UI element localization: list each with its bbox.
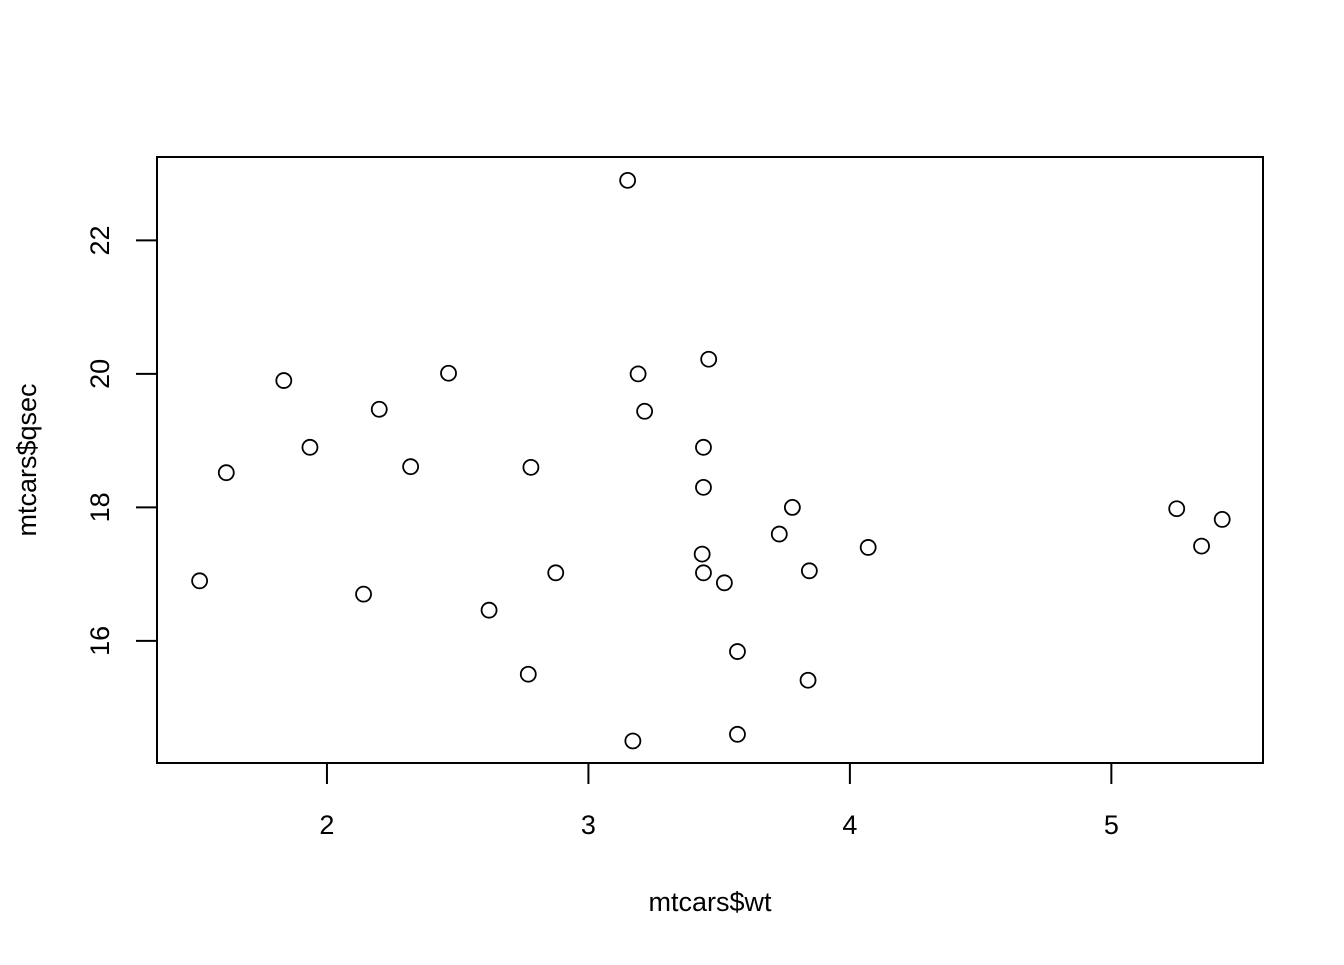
x-tick-label: 2	[319, 810, 334, 840]
plot-frame	[156, 156, 1264, 764]
y-tick-label: 20	[85, 359, 115, 389]
data-point	[799, 671, 817, 689]
data-point	[547, 564, 565, 582]
data-point	[619, 171, 637, 189]
data-point	[624, 732, 642, 750]
data-point	[800, 562, 818, 580]
data-points	[191, 171, 1231, 750]
data-point	[636, 402, 654, 420]
x-tick-label: 3	[581, 810, 596, 840]
data-point	[191, 572, 209, 590]
data-point	[1213, 510, 1231, 528]
data-point	[275, 372, 293, 389]
data-point	[729, 643, 746, 660]
data-point	[440, 364, 457, 382]
data-point	[370, 400, 388, 418]
x-axis: 2 3 4 5	[319, 762, 1119, 840]
data-point	[1168, 500, 1186, 518]
data-point	[355, 585, 372, 603]
data-point	[480, 601, 498, 619]
data-point	[729, 725, 746, 743]
y-axis-label: mtcars$qsec	[12, 383, 42, 536]
x-axis-label: mtcars$wt	[648, 887, 772, 917]
data-point	[859, 539, 877, 556]
data-point	[301, 438, 319, 456]
y-tick-label: 18	[85, 492, 115, 522]
data-point	[783, 498, 801, 516]
y-axis: 16 18 20 22	[85, 225, 158, 656]
data-point	[519, 665, 537, 683]
data-point	[693, 545, 711, 563]
x-tick-label: 4	[842, 810, 857, 840]
data-point	[715, 574, 733, 592]
data-point	[700, 350, 718, 368]
y-tick-label: 16	[85, 626, 115, 656]
data-point	[1193, 537, 1210, 555]
data-point	[695, 564, 712, 582]
data-point	[217, 464, 235, 482]
data-point	[695, 438, 712, 456]
data-point	[629, 365, 647, 383]
y-tick-label: 22	[85, 225, 115, 255]
data-point	[695, 478, 712, 496]
data-point	[522, 458, 540, 476]
data-point	[770, 525, 788, 543]
x-tick-label: 5	[1104, 810, 1119, 840]
data-point	[402, 458, 420, 476]
